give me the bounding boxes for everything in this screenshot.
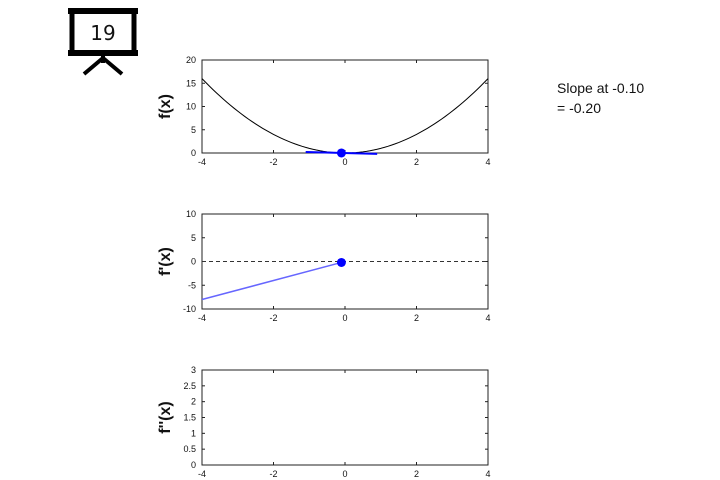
slope-annotation-line2: = -0.20 xyxy=(557,100,601,116)
y-tick-label: 15 xyxy=(186,78,196,88)
x-tick-label: 0 xyxy=(342,469,347,479)
chart-3: -4 -2 0 2 4 0 0.5 1 1.5 2 2.5 3 f''(x) xyxy=(157,365,491,479)
derivative-line xyxy=(201,261,342,301)
y-tick-label: 10 xyxy=(186,102,196,112)
y-axis-label: f''(x) xyxy=(157,401,174,434)
x-tick-label: 4 xyxy=(485,157,490,167)
slope-annotation: Slope at -0.10 = -0.20 xyxy=(557,78,644,118)
x-tick-label: 2 xyxy=(414,469,419,479)
x-tick-label: 2 xyxy=(414,313,419,323)
chart-2: -4 -2 0 2 4 -10 -5 0 5 10 f'(x) xyxy=(157,209,491,323)
y-tick-label: 20 xyxy=(186,55,196,65)
projector-screen-icon xyxy=(68,8,138,76)
x-tick-label: 0 xyxy=(342,157,347,167)
y-tick-label: 5 xyxy=(191,233,196,243)
function-curve xyxy=(201,78,489,154)
y-tick-label: 0 xyxy=(191,148,196,158)
plot-frame xyxy=(201,59,489,154)
y-tick-label: 0 xyxy=(191,257,196,267)
x-tick-label: 2 xyxy=(414,157,419,167)
x-tick-label: -2 xyxy=(269,157,277,167)
plot-frame xyxy=(201,369,489,466)
x-tick-label: -4 xyxy=(198,469,206,479)
x-tick-label: -4 xyxy=(198,157,206,167)
x-tick-label: -2 xyxy=(269,313,277,323)
x-tick-label: -2 xyxy=(269,469,277,479)
x-tick-label: 4 xyxy=(485,313,490,323)
y-tick-label: 10 xyxy=(186,209,196,219)
y-tick-label: 2 xyxy=(191,397,196,407)
slide-number: 19 xyxy=(90,21,116,45)
y-tick-label: 0.5 xyxy=(183,444,196,454)
current-point-marker xyxy=(336,257,346,267)
y-tick-label: 3 xyxy=(191,365,196,375)
y-tick-label: 1.5 xyxy=(183,413,196,423)
y-tick-label: -5 xyxy=(188,280,196,290)
y-tick-label: 0 xyxy=(191,460,196,470)
y-tick-label: -10 xyxy=(183,304,196,314)
chart-1: -4 -2 0 2 4 0 5 10 15 20 f(x) xyxy=(157,55,491,167)
y-tick-label: 1 xyxy=(191,428,196,438)
current-point-marker xyxy=(336,148,346,158)
y-axis-label: f'(x) xyxy=(157,247,174,276)
y-tick-label: 2.5 xyxy=(183,381,196,391)
x-tick-label: 4 xyxy=(485,469,490,479)
x-tick-label: -4 xyxy=(198,313,206,323)
y-tick-label: 5 xyxy=(191,125,196,135)
x-tick-label: 0 xyxy=(342,313,347,323)
y-axis-label: f(x) xyxy=(157,94,174,119)
slope-annotation-line1: Slope at -0.10 xyxy=(557,80,645,96)
